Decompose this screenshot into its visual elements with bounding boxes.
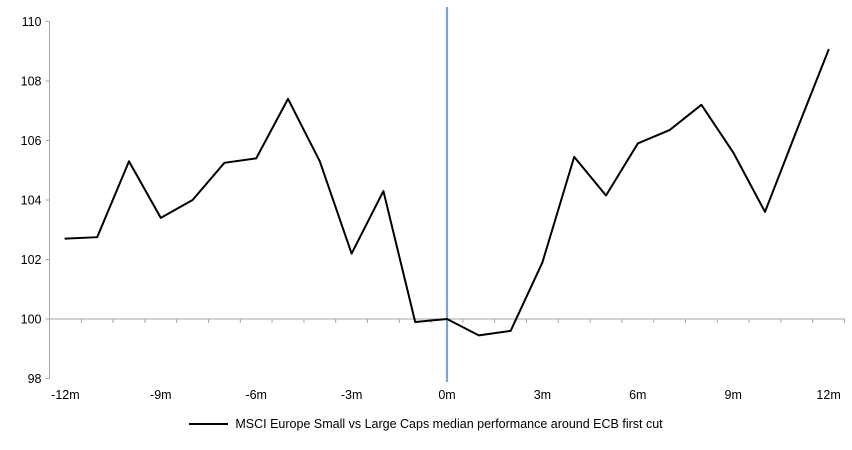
legend-label: MSCI Europe Small vs Large Caps median p…: [235, 417, 663, 431]
legend: MSCI Europe Small vs Large Caps median p…: [0, 417, 852, 431]
x-tick-label: 0m: [438, 388, 455, 402]
x-tick-label: 12m: [816, 388, 840, 402]
y-tick-label: 98: [28, 372, 42, 386]
y-tick-label: 110: [22, 15, 42, 29]
legend-line-swatch: [189, 423, 229, 425]
y-tick-label: 106: [21, 134, 42, 148]
x-tick-label: 6m: [629, 388, 646, 402]
y-tick-label: 100: [21, 313, 42, 327]
x-tick-label: 3m: [534, 388, 551, 402]
y-tick-label: 108: [21, 75, 42, 89]
x-tick-label: -9m: [150, 388, 172, 402]
y-tick-label: 104: [21, 194, 42, 208]
performance-line: [64, 48, 830, 337]
x-tick-label: -6m: [245, 388, 267, 402]
x-tick-label: -3m: [341, 388, 363, 402]
y-tick-label: 102: [21, 253, 42, 267]
x-tick-label: 9m: [725, 388, 742, 402]
x-tick-label: -12m: [51, 388, 79, 402]
